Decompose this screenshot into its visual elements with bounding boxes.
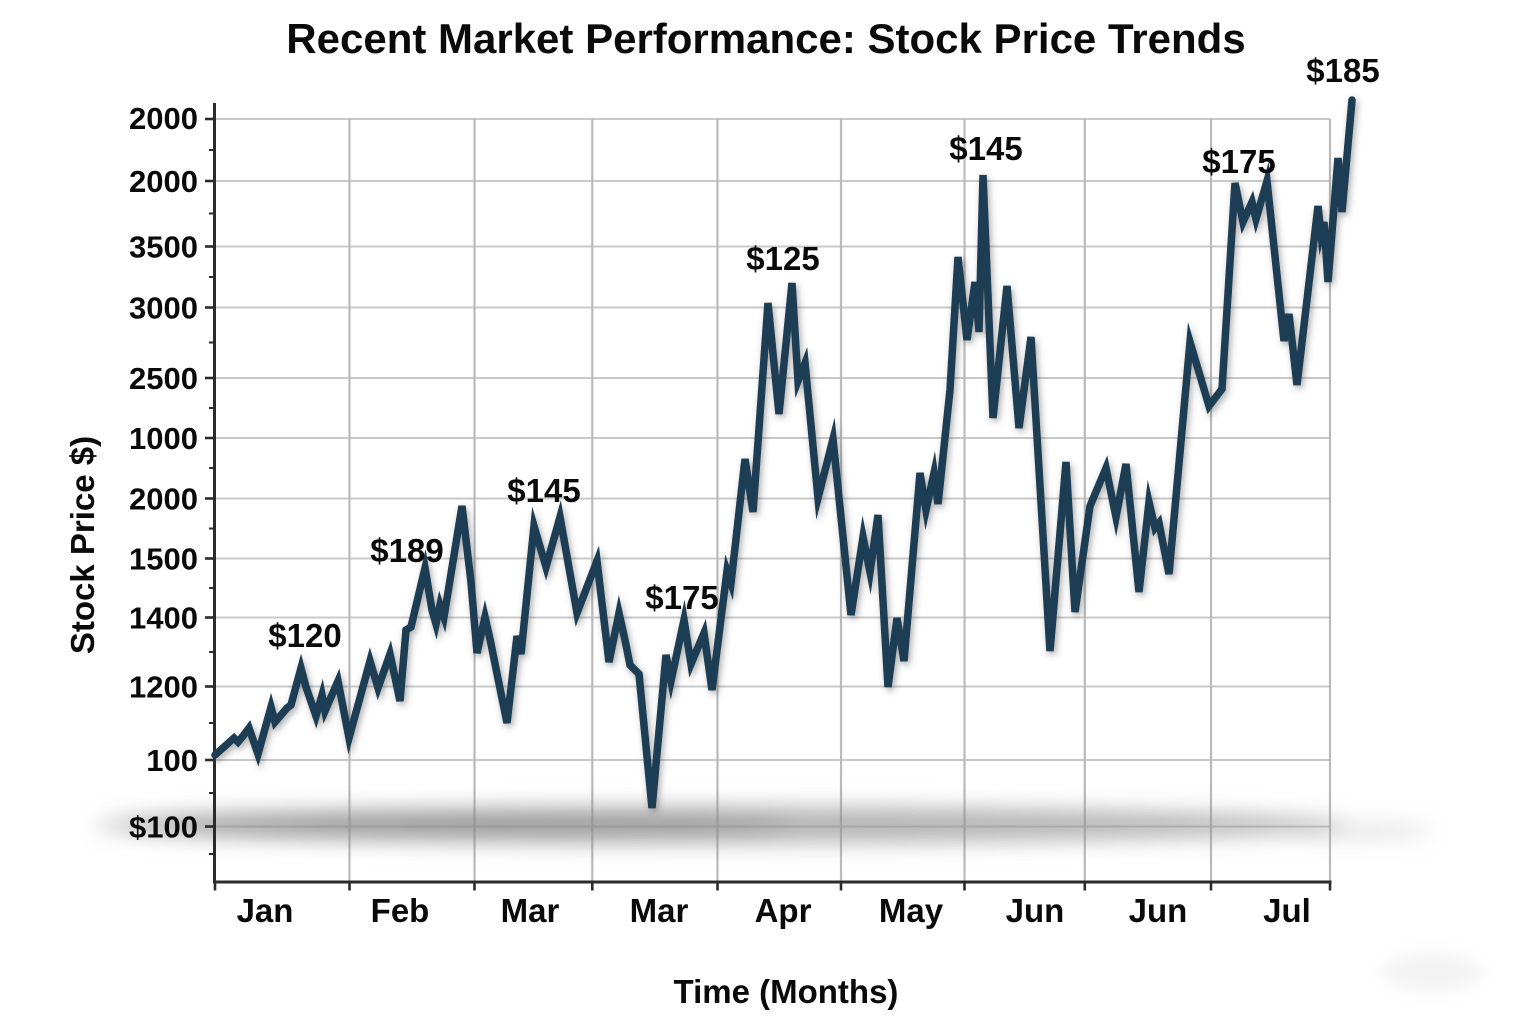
svg-text:$175: $175 <box>645 579 718 616</box>
svg-text:Jul: Jul <box>1263 892 1311 929</box>
svg-text:$145: $145 <box>949 130 1022 167</box>
svg-text:Time (Months): Time (Months) <box>674 973 899 1010</box>
svg-text:2000: 2000 <box>129 101 198 136</box>
svg-text:$100: $100 <box>129 810 198 845</box>
svg-text:Jun: Jun <box>1129 892 1188 929</box>
svg-text:3000: 3000 <box>129 291 198 326</box>
svg-text:Stock Price $): Stock Price $) <box>64 436 101 654</box>
svg-text:$145: $145 <box>507 472 580 509</box>
svg-text:1200: 1200 <box>129 670 198 705</box>
svg-text:1500: 1500 <box>129 542 198 577</box>
svg-text:1400: 1400 <box>129 601 198 636</box>
svg-text:$120: $120 <box>268 617 341 654</box>
svg-text:2000: 2000 <box>129 164 198 199</box>
svg-text:100: 100 <box>146 743 198 778</box>
svg-text:May: May <box>879 892 944 929</box>
svg-text:2000: 2000 <box>129 482 198 517</box>
svg-text:Jun: Jun <box>1006 892 1065 929</box>
svg-text:Apr: Apr <box>755 892 812 929</box>
svg-text:3500: 3500 <box>129 230 198 265</box>
svg-text:2500: 2500 <box>129 361 198 396</box>
svg-text:Mar: Mar <box>501 892 560 929</box>
svg-text:Mar: Mar <box>630 892 689 929</box>
svg-text:1000: 1000 <box>129 421 198 456</box>
svg-text:$125: $125 <box>746 240 819 277</box>
svg-text:$189: $189 <box>370 532 443 569</box>
svg-text:$175: $175 <box>1202 143 1275 180</box>
svg-text:$185: $185 <box>1306 52 1379 89</box>
svg-text:Jan: Jan <box>237 892 294 929</box>
svg-text:Recent Market Performance: Sto: Recent Market Performance: Stock Price T… <box>286 15 1245 62</box>
svg-text:Feb: Feb <box>371 892 430 929</box>
